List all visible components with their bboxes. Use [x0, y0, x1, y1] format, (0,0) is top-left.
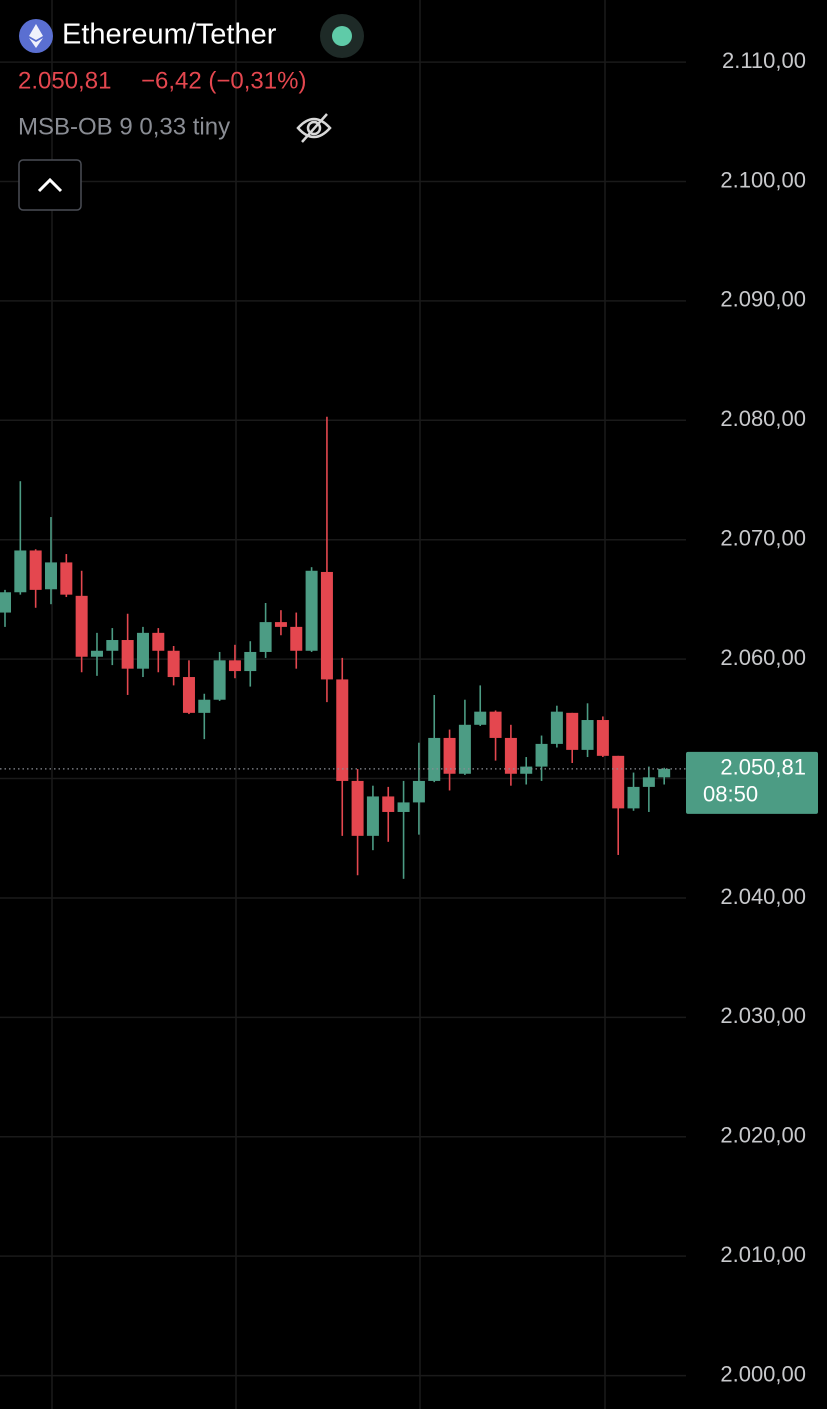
candle-body [366, 796, 379, 836]
y-tick-label: 2.040,00 [720, 884, 806, 909]
candle-body [29, 550, 42, 590]
candle-body [489, 711, 502, 738]
bar-countdown: 08:50 [703, 782, 758, 807]
hide-toggle[interactable] [296, 113, 332, 143]
candle-body [642, 777, 655, 787]
candle-body [474, 711, 487, 725]
candle-body [0, 592, 11, 613]
candle-body [612, 755, 625, 809]
collapse-button[interactable] [18, 159, 82, 211]
candle-body [535, 743, 548, 767]
candle-body [382, 796, 395, 812]
indicator-label: MSB-OB 9 0,33 tiny [18, 113, 230, 140]
candle-body [290, 626, 303, 651]
candle-body [213, 660, 226, 700]
y-tick-label: 2.030,00 [720, 1003, 806, 1028]
last-price: 2.050,81 [18, 67, 111, 94]
candle-body [320, 571, 333, 680]
candles [0, 416, 686, 879]
y-tick-label: 2.060,00 [720, 645, 806, 670]
candle-body [182, 677, 195, 713]
market-status[interactable] [332, 26, 352, 46]
last-price-badge [686, 751, 818, 814]
candle-body [581, 720, 594, 750]
y-tick-label: 2.000,00 [720, 1361, 806, 1386]
candle-body [136, 632, 149, 669]
candle-body [412, 780, 425, 803]
candle-body [596, 720, 609, 756]
candle-body [90, 650, 103, 657]
candle-body [458, 724, 471, 774]
candle-body [75, 595, 88, 657]
candle-body [336, 679, 349, 781]
candle-body [106, 640, 119, 651]
y-tick-label: 2.080,00 [720, 406, 806, 431]
price-axis: 2.110,00 2.100,00 2.090,00 2.080,00 2.070,00… [686, 48, 818, 1386]
candle-body [244, 651, 257, 672]
y-tick-label: 2.110,00 [722, 48, 806, 73]
candle-body [198, 699, 211, 713]
candle-body [520, 766, 533, 774]
candle-body [167, 650, 180, 678]
eth-glyph [29, 24, 43, 48]
candle-body [152, 632, 165, 651]
candle-body [566, 712, 579, 750]
y-tick-label: 2.010,00 [720, 1242, 806, 1267]
candle-body [504, 737, 517, 774]
candle-body [305, 570, 318, 651]
candle-body [627, 786, 640, 809]
candle-body [397, 802, 410, 812]
candle-body [14, 550, 27, 593]
candle-body [60, 562, 73, 595]
y-tick-label: 2.020,00 [720, 1123, 806, 1148]
candle-body [550, 711, 563, 744]
y-tick-label: 2.070,00 [720, 526, 806, 551]
candle-body [428, 737, 441, 781]
last-price-label: 2.050,81 [720, 755, 806, 780]
candle-body [121, 640, 134, 669]
candle-body [658, 768, 671, 778]
candle-body [274, 622, 287, 627]
y-tick-label: 2.090,00 [720, 287, 806, 312]
grid [0, 0, 686, 1409]
candle-body [44, 562, 57, 590]
candle-body [351, 780, 364, 836]
chevron-up [37, 177, 63, 193]
symbol-title: Ethereum/Tether [62, 19, 277, 51]
candle-body [443, 737, 456, 774]
candle-body [228, 660, 241, 672]
candle-body [259, 622, 272, 652]
y-tick-label: 2.100,00 [720, 167, 806, 192]
price-change: −6,42 (−0,31%) [141, 67, 306, 94]
